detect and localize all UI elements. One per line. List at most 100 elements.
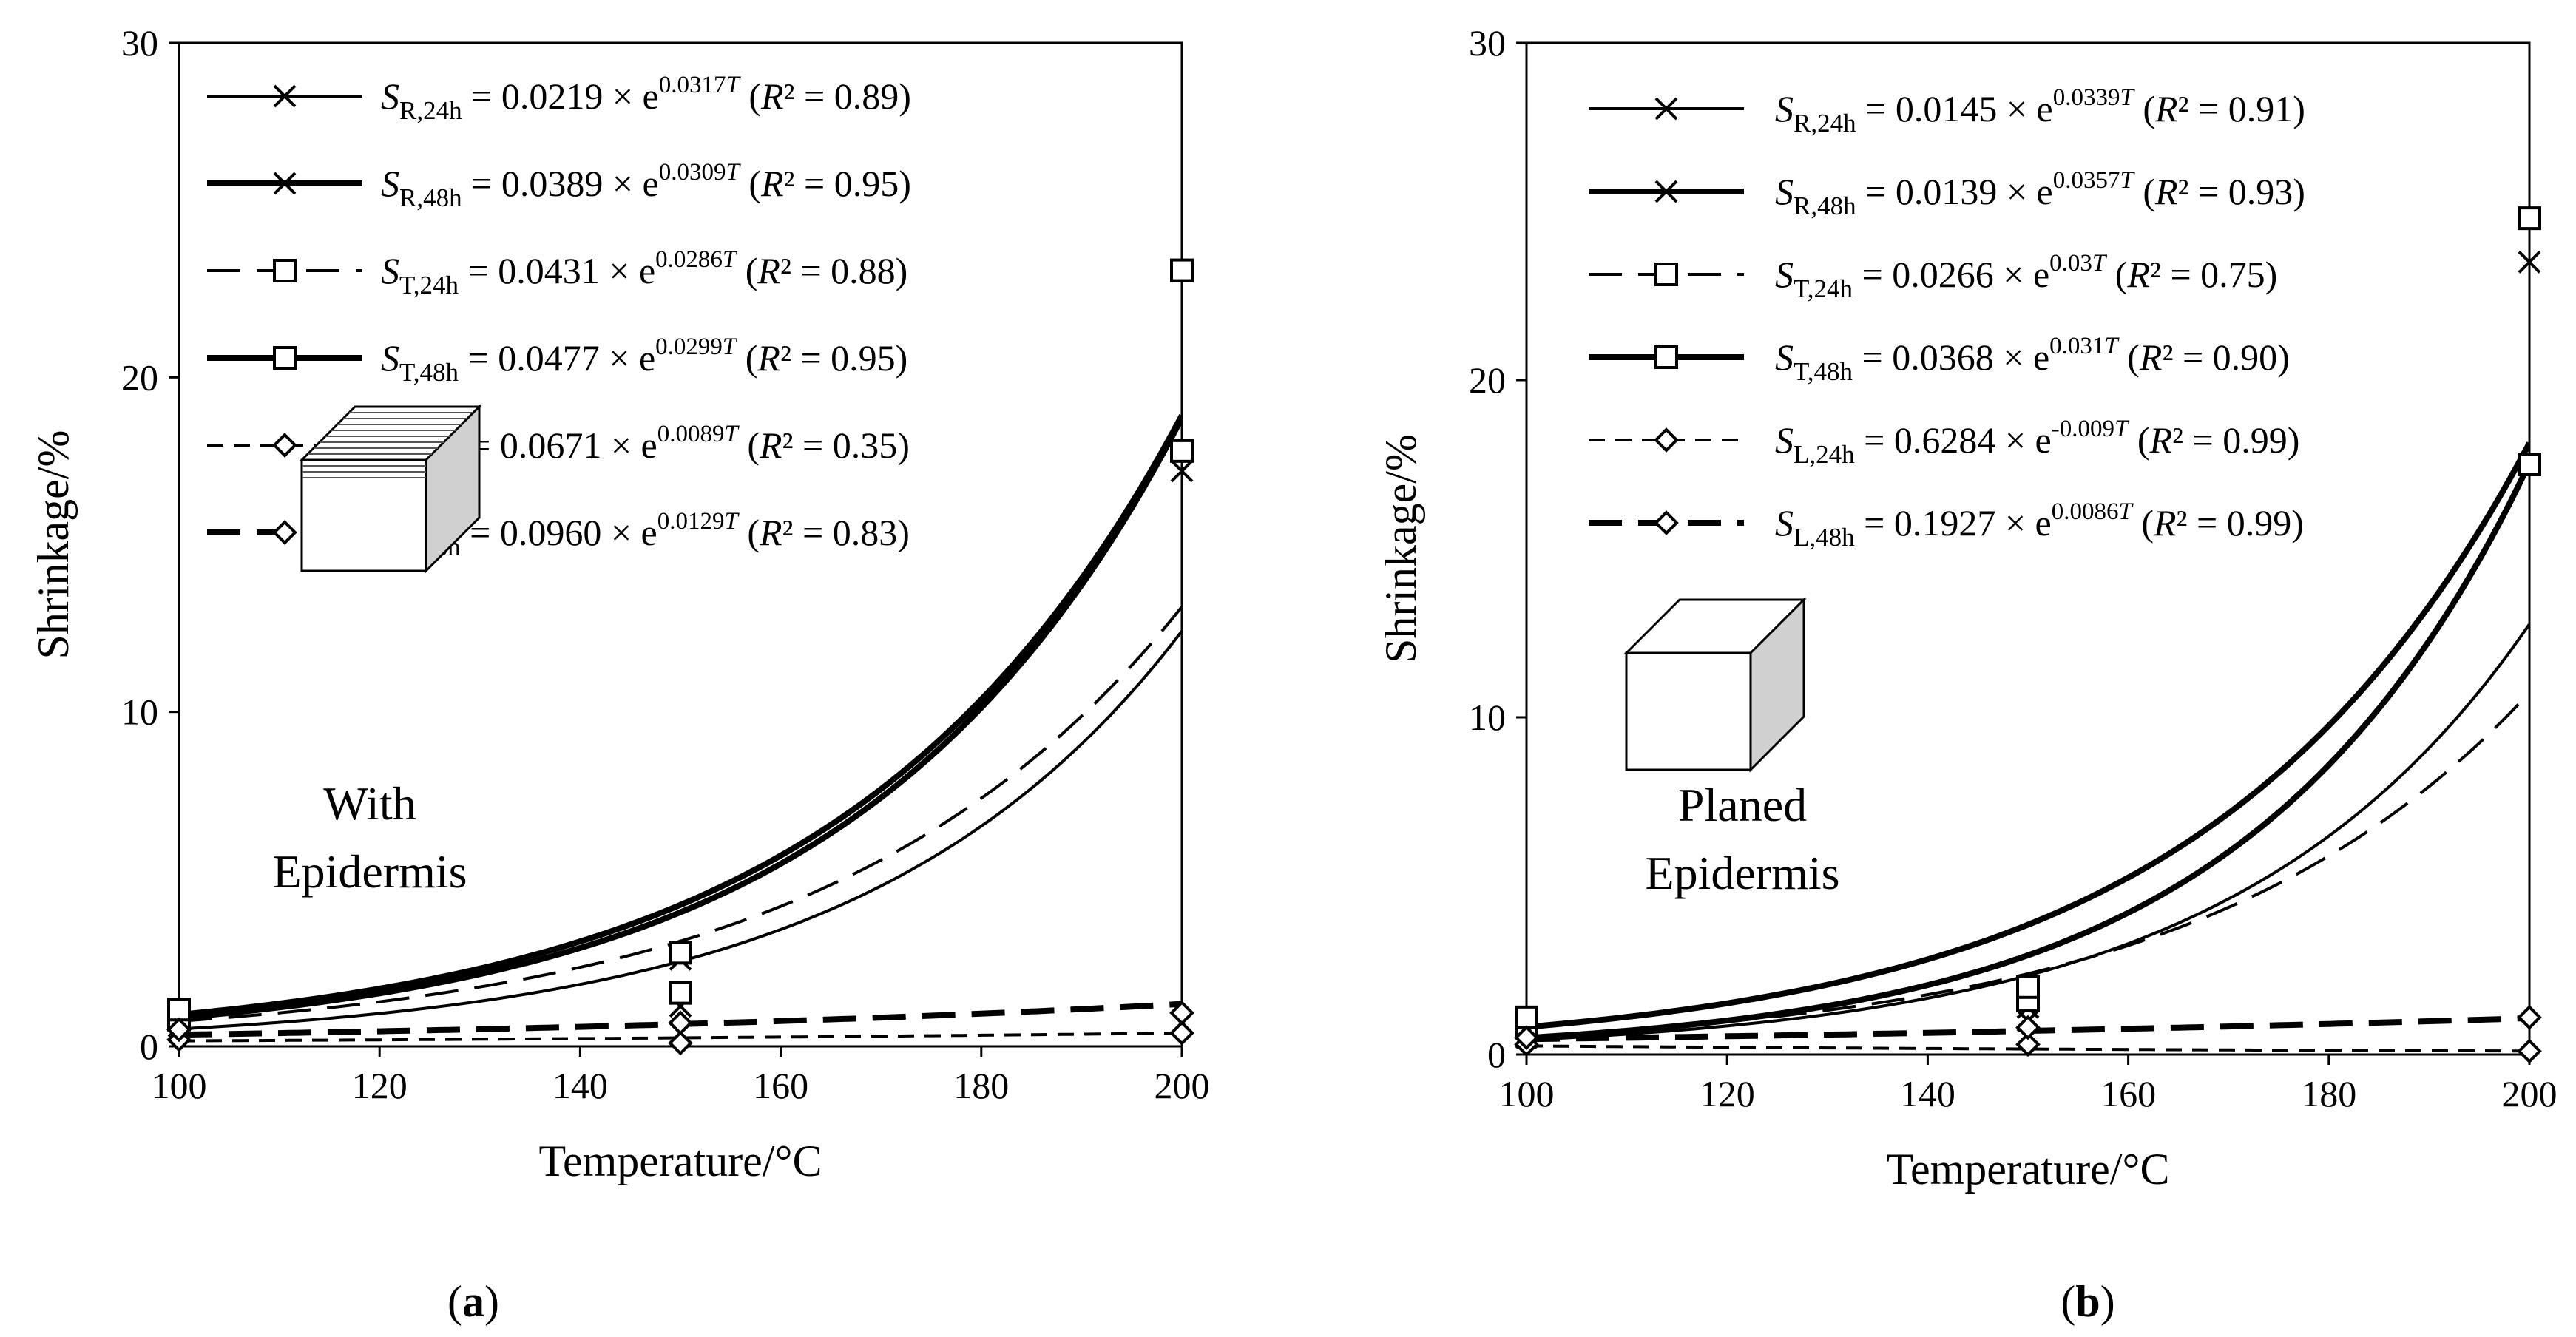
equation-coefficient: 0.0671 <box>500 424 602 466</box>
legend-marker <box>1654 263 1678 286</box>
x-axis-label: Temperature/°C <box>1887 1145 2170 1194</box>
annotation-text: Epidermis <box>272 845 467 898</box>
specimen-cube-illustration <box>299 404 482 574</box>
data-point <box>2016 975 2040 999</box>
equation-symbol: S <box>381 337 399 379</box>
data-point <box>2518 206 2541 231</box>
legend-marker <box>1654 510 1679 535</box>
equation-subscript: T,48h <box>1794 357 1853 386</box>
data-point <box>669 941 692 965</box>
equation-subscript: R,48h <box>1794 192 1856 220</box>
legend-marker <box>272 433 297 458</box>
x-tick-label: 140 <box>1900 1073 1955 1114</box>
legend-entry: SR,48h = 0.0139 × e0.0357T (R² = 0.93) <box>1589 167 2305 220</box>
data-point <box>1170 439 1194 463</box>
legend-equation: SL,48h = 0.1927 × e0.0086T (R² = 0.99) <box>1775 498 2304 552</box>
equation-exponent: -0.009 <box>2052 416 2114 442</box>
legend-equation: ST,48h = 0.0477 × e0.0299T (R² = 0.95) <box>381 334 907 387</box>
equation-symbol: S <box>1775 419 1794 461</box>
fit-curve-t-48h <box>1527 441 2529 1030</box>
equation-subscript: T,48h <box>399 358 459 387</box>
equation-exponent: 0.0357 <box>2053 167 2120 194</box>
legend-entry: ST,48h = 0.0477 × e0.0299T (R² = 0.95) <box>207 334 907 387</box>
specimen-cube-illustration <box>1623 597 1807 773</box>
data-point <box>1169 1000 1194 1026</box>
data-point <box>1170 459 1194 483</box>
y-tick-label: 0 <box>1487 1034 1506 1075</box>
data-point <box>2015 1015 2041 1040</box>
equation-r-squared: 0.99 <box>2222 419 2288 461</box>
legend-entry: SL,24h = 0.0671 × e0.0089T (R² = 0.35) <box>207 421 910 474</box>
fit-curve-r-48h <box>179 416 1182 1021</box>
equation-exponent: 0.0089 <box>657 421 725 447</box>
panel-caption-letter: a <box>462 1277 484 1326</box>
y-tick-label: 20 <box>121 356 158 398</box>
equation-r-squared: 0.95 <box>831 337 896 379</box>
panel-caption-letter: b <box>2075 1277 2100 1326</box>
legend-entry: SR,24h = 0.0219 × e0.0317T (R² = 0.89) <box>207 72 911 125</box>
data-point <box>668 1010 693 1036</box>
data-point <box>669 981 692 1005</box>
equation-exponent: 0.0309 <box>659 159 726 186</box>
data-point <box>1514 1025 1539 1051</box>
legend-marker <box>1654 97 1678 121</box>
equation-r-squared: 0.93 <box>2228 171 2293 212</box>
legend-marker <box>273 84 297 108</box>
data-point <box>1170 258 1194 282</box>
data-point <box>1515 1005 1538 1029</box>
data-point <box>2518 250 2541 274</box>
equation-symbol: S <box>1775 336 1794 378</box>
data-point <box>2015 1032 2041 1057</box>
legend-equation: SR,48h = 0.0389 × e0.0309T (R² = 0.95) <box>381 159 911 212</box>
y-tick-label: 10 <box>121 691 158 733</box>
legend-marker <box>273 172 297 195</box>
equation-exponent: 0.0317 <box>659 72 726 98</box>
legend-equation: SR,24h = 0.0219 × e0.0317T (R² = 0.89) <box>381 72 911 125</box>
equation-exponent: 0.0086 <box>2052 498 2119 525</box>
equation-symbol: S <box>1775 502 1794 544</box>
data-point <box>2517 1038 2542 1064</box>
x-tick-label: 180 <box>2301 1073 2356 1114</box>
equation-coefficient: 0.1927 <box>1894 502 1996 544</box>
cube-front-face <box>300 458 427 572</box>
data-point <box>167 998 191 1022</box>
legend-entry: SL,48h = 0.1927 × e0.0086T (R² = 0.99) <box>1589 498 2304 552</box>
legend-equation: SR,48h = 0.0139 × e0.0357T (R² = 0.93) <box>1775 167 2305 220</box>
equation-subscript: T,24h <box>1794 274 1853 303</box>
fit-curve-l-24h <box>1527 1044 2529 1053</box>
fit-curve-r-24h <box>179 630 1182 1031</box>
equation-r-squared: 0.88 <box>831 250 896 291</box>
equation-exponent: 0.0299 <box>655 334 723 360</box>
legend-marker <box>1654 345 1678 369</box>
equation-r-squared: 0.91 <box>2228 88 2293 129</box>
x-tick-label: 160 <box>753 1065 808 1106</box>
annotation-text: Planed <box>1678 779 1807 831</box>
equation-subscript: R,48h <box>399 183 462 212</box>
legend-entry: SL,48h = 0.0960 × e0.0129T (R² = 0.83) <box>207 508 910 561</box>
equation-subscript: R,24h <box>1794 109 1856 138</box>
x-tick-label: 160 <box>2100 1073 2156 1114</box>
x-tick-label: 120 <box>1700 1073 1755 1114</box>
annotation-text: Epidermis <box>1645 847 1839 899</box>
data-point <box>2517 1005 2542 1030</box>
equation-exponent: 0.0339 <box>2053 84 2120 111</box>
legend-equation: ST,24h = 0.0431 × e0.0286T (R² = 0.88) <box>381 246 907 299</box>
equation-coefficient: 0.0368 <box>1892 336 1994 378</box>
legend-equation: SL,24h = 0.6284 × e-0.009T (R² = 0.99) <box>1775 416 2299 469</box>
legend-marker <box>273 346 297 370</box>
x-tick-label: 100 <box>1499 1073 1555 1114</box>
equation-subscript: L,24h <box>1794 440 1855 469</box>
x-tick-label: 120 <box>352 1065 408 1106</box>
equation-coefficient: 0.0960 <box>500 512 602 553</box>
equation-subscript: T,24h <box>399 271 459 299</box>
equation-r-squared: 0.75 <box>2200 254 2265 295</box>
legend-equation: ST,48h = 0.0368 × e0.031T (R² = 0.90) <box>1775 333 2290 386</box>
data-point <box>2518 453 2541 476</box>
equation-coefficient: 0.0145 <box>1896 88 1998 129</box>
annotation-text: With <box>323 777 416 830</box>
equation-coefficient: 0.0477 <box>498 337 600 379</box>
equation-subscript: L,48h <box>1794 523 1855 552</box>
equation-symbol: S <box>381 75 399 117</box>
legend-entry: SL,24h = 0.6284 × e-0.009T (R² = 0.99) <box>1589 416 2299 469</box>
